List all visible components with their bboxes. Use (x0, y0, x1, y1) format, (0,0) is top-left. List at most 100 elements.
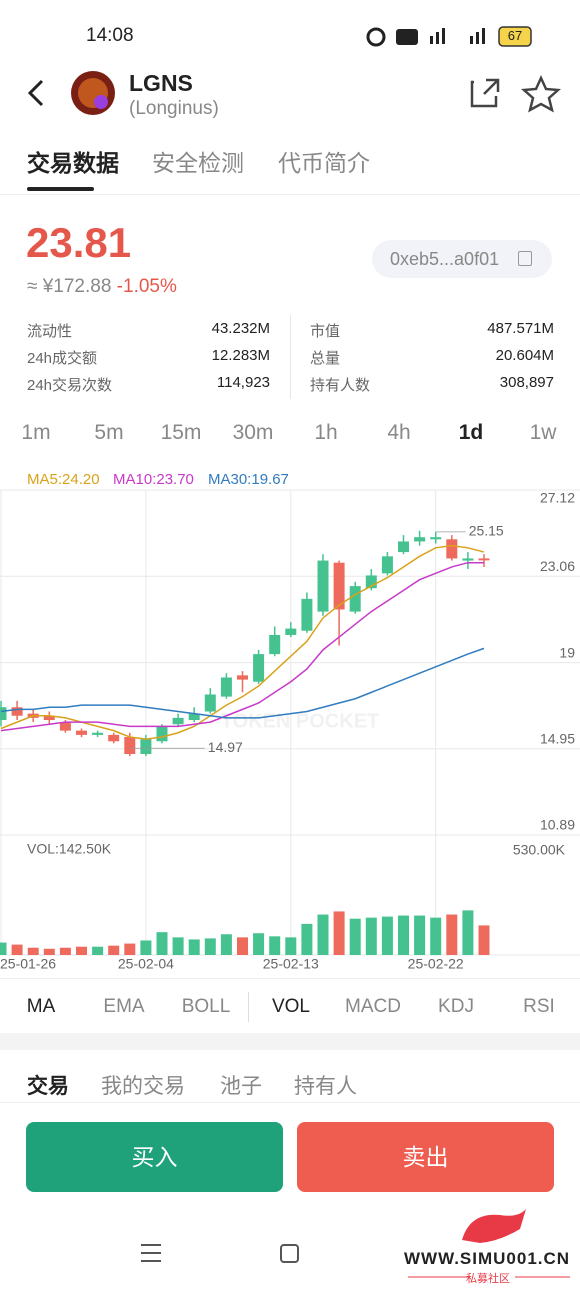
address: 0xeb5...a0f01 (390, 249, 500, 269)
stat-label: 持有人数 (310, 377, 371, 394)
interval[interactable]: 5m (94, 421, 124, 444)
bottom-tab[interactable]: 池子 (220, 1075, 262, 1098)
volume-bar (76, 946, 87, 955)
candle-body (462, 558, 474, 561)
stat-label: 总量 (310, 350, 341, 367)
menu-button[interactable] (141, 1244, 161, 1262)
candle-body (59, 722, 71, 731)
volume-bar (269, 936, 281, 955)
tab[interactable]: 代币简介 (278, 150, 370, 176)
bottom-tab[interactable]: 我的交易 (101, 1075, 185, 1098)
token-symbol: LGNS (129, 70, 193, 96)
bottom-tab[interactable]: 持有人 (294, 1075, 357, 1098)
volume-bar (333, 911, 345, 955)
interval[interactable]: 4h (387, 421, 411, 444)
legend-entry: MA10:23.70 (113, 471, 194, 488)
indicator[interactable]: MA (26, 996, 56, 1017)
stat-label: 24h成交额 (27, 350, 98, 367)
interval[interactable]: 1d (458, 421, 484, 444)
volume-bar (124, 943, 136, 955)
divider (0, 978, 580, 979)
stat-value: 43.232M (211, 320, 270, 337)
buy-button[interactable]: 买入 (26, 1122, 283, 1192)
stat-label: 市值 (310, 323, 341, 340)
annotation: 25.15 (469, 523, 504, 539)
back-button[interactable] (27, 79, 44, 107)
indicator[interactable]: EMA (103, 996, 145, 1017)
token-name: (Longinus) (129, 98, 219, 119)
volume-bar (462, 910, 474, 955)
volume-bar (446, 914, 458, 955)
interval[interactable]: 1h (314, 421, 338, 444)
bottom-tab[interactable]: 交易 (27, 1075, 69, 1098)
tab[interactable]: 交易数据 (27, 150, 119, 176)
volume-bar (253, 933, 265, 955)
y-tick-label: 27.12 (540, 490, 575, 506)
interval[interactable]: 15m (160, 421, 202, 444)
ma-line (0, 561, 484, 732)
volume-bar (381, 916, 393, 955)
x-tick-label: 25-01-26 (0, 956, 56, 972)
price: 23.81 (26, 219, 132, 266)
candle-body (478, 558, 490, 561)
home-button[interactable] (280, 1244, 299, 1263)
volume-bar (398, 915, 409, 955)
candle-body (430, 537, 442, 540)
y-tick-label: 14.95 (540, 730, 575, 746)
chart: TOKEN POCKET 10.89 14.95 19 23.06 27.12 25-01-… (0, 489, 580, 972)
sell-button[interactable]: 卖出 (297, 1122, 554, 1192)
volume-bar (317, 914, 329, 955)
candle-body (43, 715, 55, 720)
volume-bar (108, 945, 120, 955)
candle-body (92, 732, 104, 735)
indicator[interactable]: KDJ (438, 996, 474, 1017)
candle-body (76, 730, 87, 735)
favorite-button[interactable] (520, 74, 562, 113)
candle-body (333, 562, 345, 610)
candle-body (317, 560, 329, 612)
stat-value: 20.604M (495, 347, 554, 364)
annotation: 14.97 (208, 739, 243, 755)
indicator[interactable]: MACD (345, 996, 401, 1017)
volume-bar (478, 925, 490, 955)
volume-label: VOL:142.50K (27, 841, 112, 857)
candle-body (381, 556, 393, 574)
indicator[interactable]: RSI (523, 996, 555, 1017)
y-tick-label: 19 (559, 644, 575, 660)
volume-bar (285, 937, 297, 955)
interval[interactable]: 30m (232, 421, 274, 444)
tab[interactable]: 安全检测 (152, 150, 244, 176)
candle-body (446, 539, 458, 559)
candle-body (220, 677, 232, 697)
interval[interactable]: 1w (529, 421, 557, 444)
candle-body (237, 675, 248, 680)
volume-bar (140, 940, 152, 955)
volume-bar (92, 946, 104, 955)
status-time: 14:08 (86, 25, 134, 46)
candle-body (269, 634, 281, 655)
volume-bar (301, 923, 313, 955)
stat-value: 12.283M (211, 347, 270, 364)
volume-bar (204, 938, 216, 955)
volume-bar (349, 918, 361, 955)
legend-entry: MA30:19.67 (208, 471, 289, 488)
stat-label: 流动性 (27, 323, 73, 340)
candle-body (156, 726, 168, 742)
interval[interactable]: 1m (21, 421, 51, 444)
candle-body (172, 717, 184, 725)
y-tick-label: 23.06 (540, 558, 575, 574)
site-name: 私募社区 (466, 1273, 510, 1285)
x-tick-label: 25-02-13 (263, 956, 319, 972)
address-pill[interactable]: 0xeb5...a0f01 (372, 240, 552, 278)
copy-icon (518, 251, 532, 266)
candle-body (398, 541, 409, 553)
share-button[interactable] (470, 78, 500, 108)
stat-value: 308,897 (499, 374, 554, 391)
volume-bar (59, 947, 71, 955)
indicator[interactable]: VOL (271, 996, 311, 1017)
indicator[interactable]: BOLL (181, 996, 231, 1017)
candle-body (285, 628, 297, 635)
candle-body (349, 586, 361, 612)
volume-bar (220, 934, 232, 955)
